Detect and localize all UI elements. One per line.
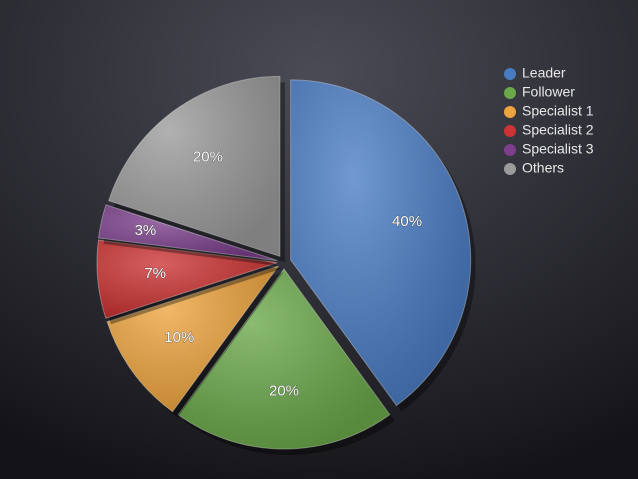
legend-label: Specialist 1 xyxy=(522,103,594,119)
slice-shine xyxy=(290,79,471,406)
slice-shine xyxy=(178,269,390,449)
slice-shine xyxy=(97,240,278,319)
slice-label: 40% xyxy=(392,213,422,230)
legend-label: Specialist 3 xyxy=(522,141,594,157)
legend-swatch xyxy=(504,68,516,80)
legend-label: Specialist 2 xyxy=(522,122,594,138)
slice-shine xyxy=(107,266,279,412)
slice-label: 10% xyxy=(164,329,194,346)
legend-swatch xyxy=(504,106,516,118)
legend-swatch xyxy=(504,163,516,175)
legend: Leader Follower Specialist 1 Specialist 2 Sp… xyxy=(504,65,594,176)
legend-label: Others xyxy=(522,160,564,176)
slice-shine xyxy=(108,76,280,257)
legend-swatch xyxy=(504,87,516,99)
pie: 40% 20% 10% 7% 3% 20% xyxy=(96,75,476,455)
slice-label: 20% xyxy=(193,148,223,165)
slice-label: 20% xyxy=(269,382,299,399)
legend-swatch xyxy=(504,144,516,156)
legend-label: Leader xyxy=(522,65,566,81)
slice-shine xyxy=(98,204,278,261)
slice-label: 7% xyxy=(144,265,166,282)
legend-label: Follower xyxy=(522,84,575,100)
legend-swatch xyxy=(504,125,516,137)
slice-label: 3% xyxy=(135,222,157,239)
